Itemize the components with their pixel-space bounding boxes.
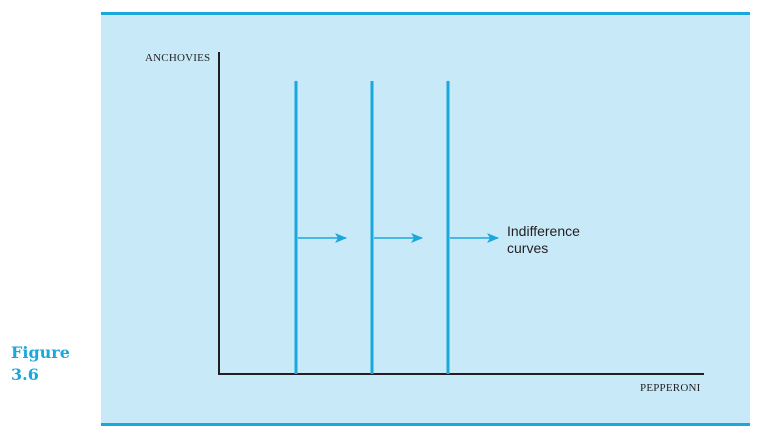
figure-label-word: Figure (11, 343, 70, 362)
annotation-line-1: Indifference (507, 223, 580, 239)
x-axis-label: PEPPERONI (640, 382, 701, 394)
annotation-line-2: curves (507, 240, 548, 256)
figure-panel (101, 12, 750, 426)
y-axis-label: ANCHOVIES (145, 52, 210, 64)
figure-label-number: 3.6 (11, 365, 39, 384)
figure-label: Figure 3.6 (11, 342, 70, 386)
